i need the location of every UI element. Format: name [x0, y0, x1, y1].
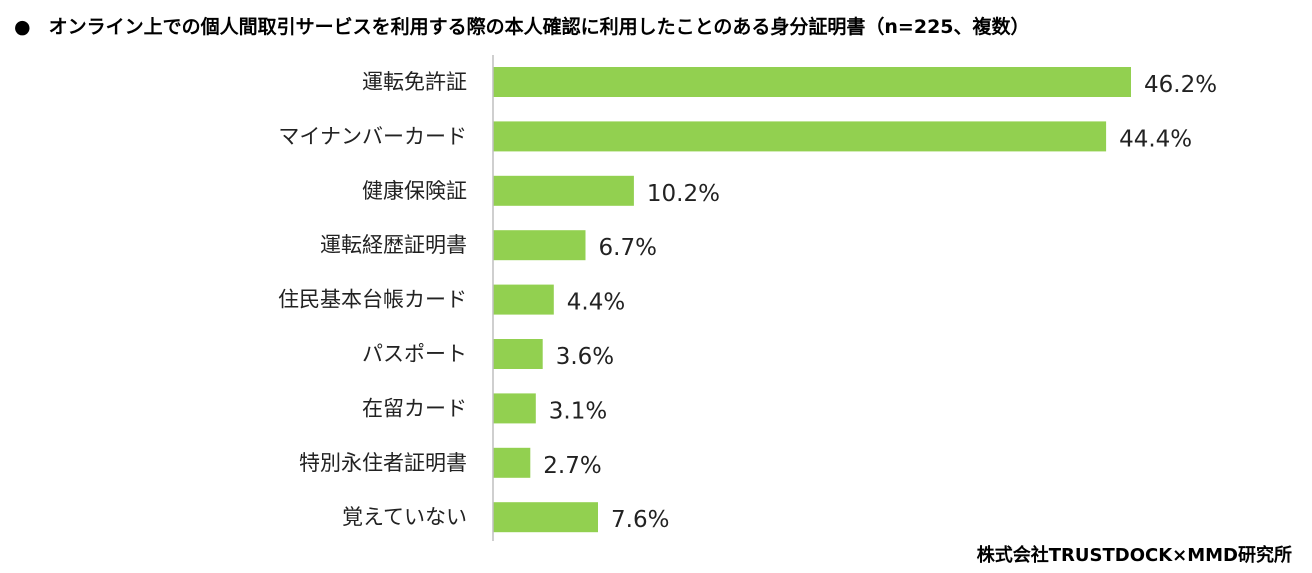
bar-6	[493, 339, 543, 369]
category-label: 運転経歴証明書	[320, 233, 467, 257]
title-bullet: ●	[14, 16, 31, 38]
bar-9	[493, 502, 598, 533]
value-label: 7.6%	[611, 507, 669, 533]
value-label: 3.6%	[556, 344, 614, 370]
title-text: オンライン上での個人間取引サービスを利用する際の本人確認に利用したことのある身分…	[48, 16, 1030, 38]
value-label: 2.7%	[543, 453, 601, 479]
bar-5	[493, 284, 554, 315]
value-label: 46.2%	[1144, 72, 1217, 98]
bars-group	[493, 67, 1131, 533]
bar-3	[493, 175, 634, 206]
bar-1	[493, 67, 1131, 97]
value-label: 4.4%	[567, 290, 625, 316]
category-label: 住民基本台帳カード	[278, 288, 467, 312]
bar-4	[493, 230, 586, 261]
source-credit: 株式会社TRUSTDOCK×MMD研究所	[976, 545, 1292, 566]
category-label: 運転免許証	[362, 70, 467, 94]
bar-7	[493, 393, 536, 424]
category-label: 覚えていない	[342, 505, 467, 529]
bar-2	[493, 121, 1107, 152]
value-label: 44.4%	[1119, 126, 1192, 152]
value-label: 10.2%	[647, 181, 720, 207]
category-label: 健康保険証	[362, 179, 467, 203]
category-label: マイナンバーカード	[278, 124, 467, 148]
category-label: パスポート	[362, 342, 467, 366]
category-label: 在留カード	[362, 396, 467, 420]
value-label: 3.1%	[549, 398, 607, 424]
bar-8	[493, 447, 531, 478]
chart-title: ● オンライン上での個人間取引サービスを利用する際の本人確認に利用したことのある身…	[14, 10, 1030, 44]
value-label: 6.7%	[599, 235, 657, 261]
category-labels-group: 運転免許証マイナンバーカード健康保険証運転経歴証明書住民基本台帳カードパスポート…	[278, 70, 467, 529]
category-label: 特別永住者証明書	[299, 451, 467, 475]
value-labels-group: 46.2% 44.4% 10.2% 6.7% 4.4% 3.6% 3.1% 2.7% 7.6%	[543, 72, 1217, 533]
